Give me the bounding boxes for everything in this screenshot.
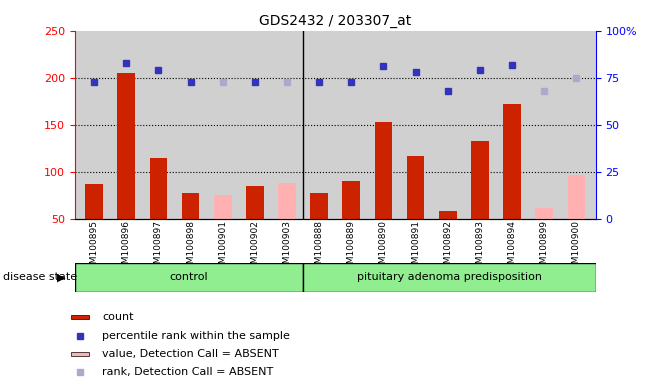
- Bar: [85, 184, 103, 219]
- Bar: [439, 211, 456, 219]
- Bar: [568, 175, 585, 219]
- Bar: [182, 192, 199, 219]
- Bar: [71, 353, 89, 356]
- Bar: [342, 181, 360, 219]
- Text: disease state: disease state: [3, 272, 77, 283]
- Text: percentile rank within the sample: percentile rank within the sample: [102, 331, 290, 341]
- Bar: [407, 156, 424, 219]
- Bar: [71, 316, 89, 319]
- Bar: [117, 73, 135, 219]
- Bar: [503, 104, 521, 219]
- Text: control: control: [169, 272, 208, 283]
- Bar: [278, 183, 296, 219]
- Bar: [303, 263, 596, 292]
- Title: GDS2432 / 203307_at: GDS2432 / 203307_at: [259, 14, 411, 28]
- Bar: [535, 208, 553, 219]
- Bar: [246, 186, 264, 219]
- Text: pituitary adenoma predisposition: pituitary adenoma predisposition: [357, 272, 542, 283]
- Bar: [471, 141, 489, 219]
- Text: count: count: [102, 312, 134, 322]
- Text: value, Detection Call = ABSENT: value, Detection Call = ABSENT: [102, 349, 279, 359]
- Text: rank, Detection Call = ABSENT: rank, Detection Call = ABSENT: [102, 367, 273, 377]
- Bar: [150, 158, 167, 219]
- Text: ▶: ▶: [57, 272, 65, 283]
- Bar: [374, 122, 393, 219]
- Bar: [214, 195, 232, 219]
- Bar: [75, 263, 303, 292]
- Bar: [311, 192, 328, 219]
